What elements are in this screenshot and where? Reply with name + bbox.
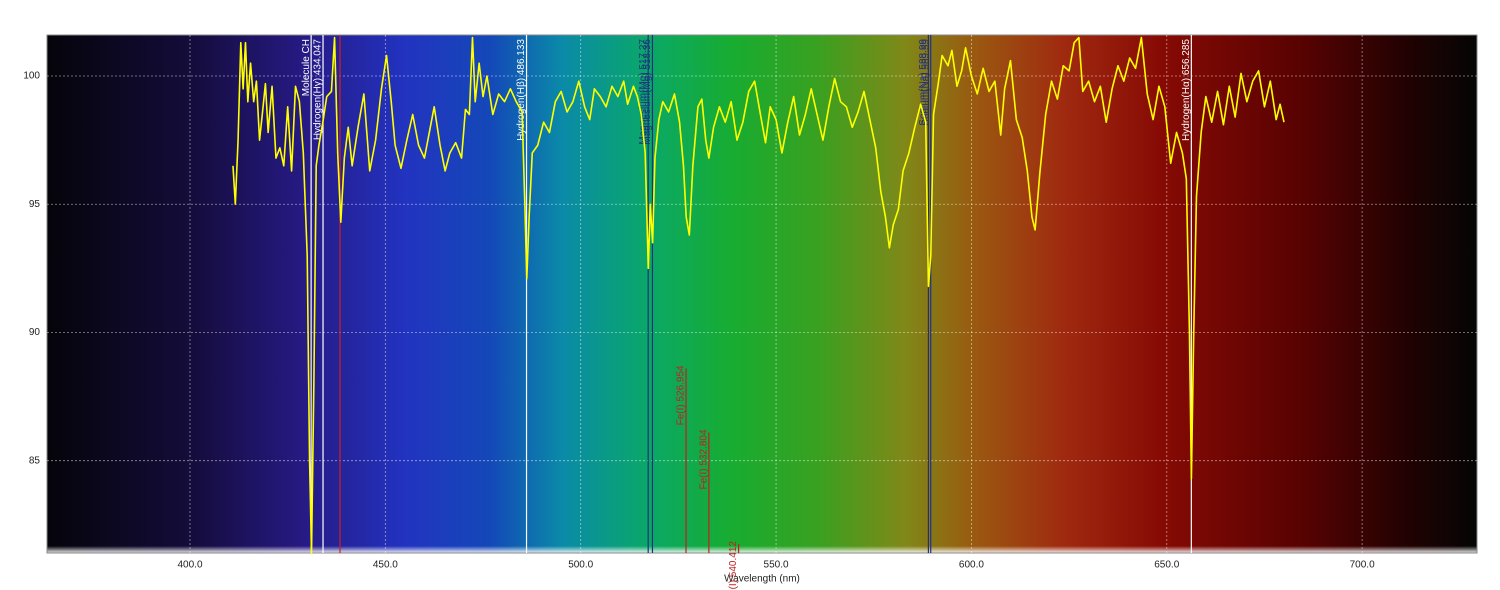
x-tick-label: 450.0 <box>373 560 398 571</box>
y-tick-label: 90 <box>29 327 41 338</box>
x-tick-label: 400.0 <box>177 560 202 571</box>
y-tick-label: 100 <box>23 71 40 82</box>
reference-label: Hydrogen(Hα) 656.285 <box>1181 39 1192 141</box>
x-tick-label: 600.0 <box>959 560 984 571</box>
plot-frame <box>46 34 1478 554</box>
reference-label: Fe(I) 526.954 <box>676 365 687 425</box>
x-tick-label: 550.0 <box>764 560 789 571</box>
reference-label: Fe(I) 532.804 <box>699 429 710 489</box>
reference-label: Fe(I) 540.412 <box>728 541 739 590</box>
reference-label: Sodium(Na) 589.59 <box>920 39 931 126</box>
reference-label: Molecule CH <box>301 39 312 96</box>
plot-foot <box>47 546 1477 553</box>
x-tick-label: 650.0 <box>1154 560 1179 571</box>
x-tick-label: 700.0 <box>1350 560 1375 571</box>
y-tick-label: 95 <box>29 199 41 210</box>
reference-label: Hydrogen(Hβ) 486.133 <box>516 39 527 141</box>
reference-label: Sodium(Na) 588.99 <box>918 39 929 126</box>
spectrum-line <box>232 36 1285 554</box>
reference-label: Magnesium(Mg) 517.27 <box>638 39 649 145</box>
y-tick-label: 85 <box>29 455 41 466</box>
plot-background <box>47 35 1477 553</box>
reference-label: Magnesium(Mg) 518.36 <box>642 39 653 145</box>
reference-label: Hydrogen(Hγ) 434.047 <box>313 39 324 141</box>
x-tick-label: 500.0 <box>568 560 593 571</box>
x-axis-label: Wavelength (nm) <box>724 574 800 585</box>
